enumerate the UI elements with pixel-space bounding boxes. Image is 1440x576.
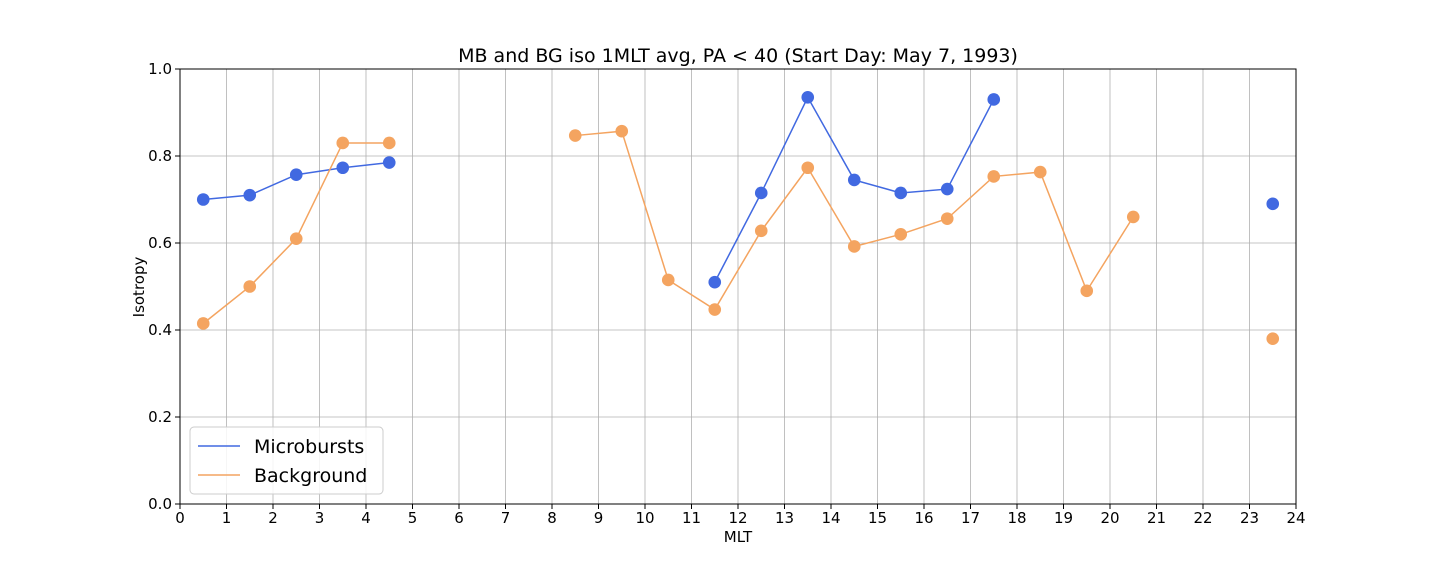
x-tick-label: 13	[775, 509, 794, 527]
data-point-microbursts	[708, 275, 722, 289]
y-tick-label: 0.8	[148, 147, 172, 165]
data-point-background	[1266, 332, 1280, 346]
x-tick-label: 8	[547, 509, 557, 527]
data-point-microbursts	[894, 186, 908, 200]
x-tick-label: 2	[268, 509, 278, 527]
data-point-background	[801, 161, 815, 175]
x-tick-label: 23	[1240, 509, 1259, 527]
chart-title: MB and BG iso 1MLT avg, PA < 40 (Start D…	[458, 45, 1018, 67]
data-point-microbursts	[847, 173, 861, 187]
y-tick-label: 0.0	[148, 495, 172, 513]
x-tick-label: 19	[1054, 509, 1073, 527]
series-layer	[196, 90, 1280, 346]
x-tick-label: 12	[728, 509, 747, 527]
data-point-background	[754, 224, 768, 238]
x-tick-label: 22	[1193, 509, 1212, 527]
x-tick-label: 20	[1100, 509, 1119, 527]
x-tick-label: 7	[501, 509, 511, 527]
data-point-background	[661, 273, 675, 287]
data-point-microbursts	[754, 186, 768, 200]
y-axis-ticks: 0.0 0.2 0.4 0.6 0.8 1.0	[148, 60, 180, 513]
x-tick-label: 3	[315, 509, 325, 527]
x-axis-ticks: 0 1 2 3 4 5 6 7 8 9 10 11 12 13 14 15 16 17 18 19 20 21 22 23 24	[175, 504, 1306, 527]
data-point-background	[1033, 165, 1047, 179]
x-tick-label: 18	[1007, 509, 1026, 527]
series-microbursts	[196, 90, 1280, 289]
data-point-background	[615, 124, 629, 138]
data-point-background	[1080, 284, 1094, 298]
x-tick-label: 9	[594, 509, 604, 527]
x-tick-label: 6	[454, 509, 464, 527]
data-point-background	[196, 317, 210, 330]
y-tick-label: 0.4	[148, 321, 172, 339]
x-tick-label: 21	[1147, 509, 1166, 527]
series-background	[196, 124, 1280, 346]
data-point-background	[940, 212, 954, 225]
x-tick-label: 4	[361, 509, 371, 527]
legend: Microbursts Background	[189, 426, 384, 495]
data-point-background	[987, 170, 1001, 183]
x-tick-label: 5	[408, 509, 418, 527]
y-tick-label: 1.0	[148, 60, 172, 78]
data-point-background	[336, 136, 350, 150]
x-tick-label: 15	[868, 509, 887, 527]
data-point-background	[708, 303, 722, 316]
x-tick-label: 16	[914, 509, 933, 527]
data-point-microbursts	[1266, 197, 1280, 211]
x-tick-label: 0	[175, 509, 185, 527]
legend-box	[189, 426, 384, 495]
data-point-background	[1126, 210, 1140, 224]
y-tick-label: 0.6	[148, 234, 172, 252]
data-point-background	[894, 228, 908, 241]
x-tick-label: 1	[222, 509, 232, 527]
data-point-microbursts	[987, 93, 1001, 106]
data-point-background	[289, 232, 303, 245]
x-tick-label: 17	[961, 509, 980, 527]
x-tick-label: 10	[635, 509, 654, 527]
data-point-microbursts	[196, 193, 210, 206]
y-tick-label: 0.2	[148, 408, 172, 426]
data-point-background	[382, 136, 396, 150]
x-tick-label: 11	[682, 509, 701, 527]
data-point-microbursts	[801, 90, 815, 104]
data-point-background	[847, 240, 861, 253]
x-axis-label: MLT	[724, 528, 753, 546]
data-point-microbursts	[336, 161, 350, 175]
data-point-microbursts	[940, 182, 954, 196]
data-point-microbursts	[289, 168, 303, 182]
y-axis-label: Isotropy	[130, 257, 148, 318]
x-tick-label: 14	[821, 509, 840, 527]
data-point-background	[568, 129, 582, 142]
legend-label-microbursts: Microbursts	[254, 436, 364, 458]
data-point-microbursts	[243, 188, 257, 202]
data-point-background	[243, 280, 257, 293]
x-tick-label: 24	[1286, 509, 1305, 527]
data-point-microbursts	[382, 156, 396, 169]
legend-label-background: Background	[254, 465, 367, 487]
